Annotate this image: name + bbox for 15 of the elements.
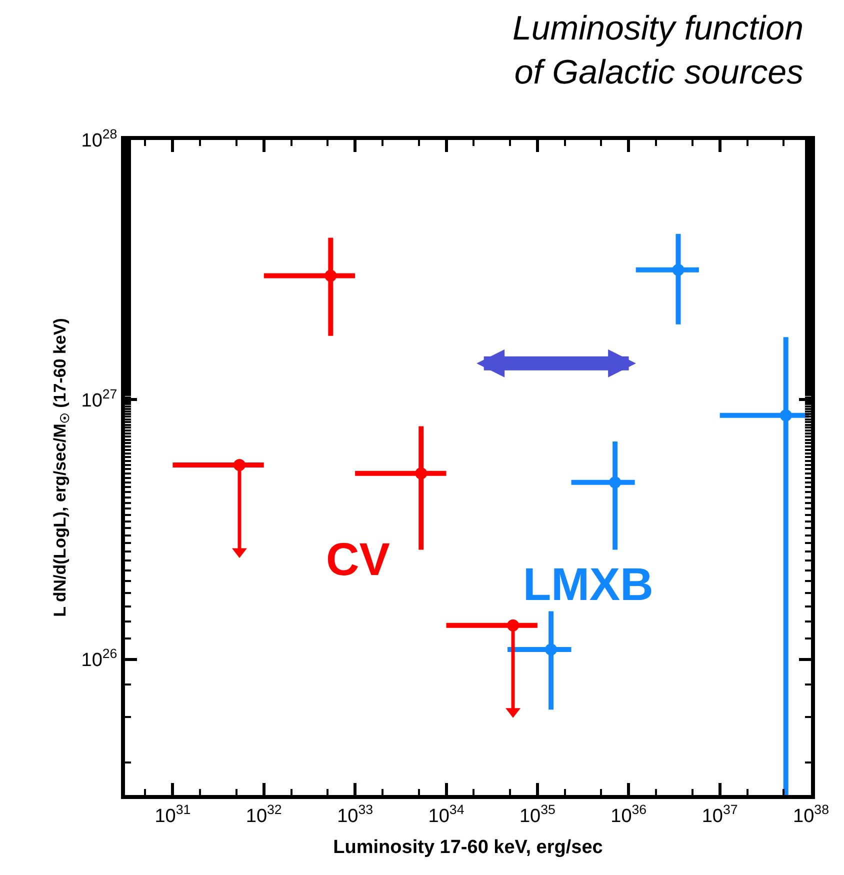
y-tick-label: 10$^{27}$ <box>81 386 118 412</box>
x-tick-label: 10$^{37}$ <box>702 802 738 827</box>
legend-label: LMXB <box>523 558 654 610</box>
x-tick-label: 10$^{32}$ <box>246 802 282 827</box>
x-tick-label: 10$^{35}$ <box>519 802 556 827</box>
x-tick-label: 10$^{33}$ <box>337 802 374 827</box>
x-axis-title: Luminosity 17-60 keV, erg/sec <box>333 837 604 858</box>
x-tick-label: 10$^{38}$ <box>793 802 829 827</box>
y-tick-label: 10$^{26}$ <box>81 646 118 671</box>
legend-label: CV <box>326 533 390 585</box>
x-tick-label: 10$^{36}$ <box>610 802 647 827</box>
x-tick-label: 10$^{31}$ <box>154 802 191 827</box>
y-tick-label: 10$^{28}$ <box>81 126 118 152</box>
x-tick-label: 10$^{34}$ <box>428 802 464 827</box>
chart-title: Luminosity function of Galactic sources <box>512 9 804 92</box>
